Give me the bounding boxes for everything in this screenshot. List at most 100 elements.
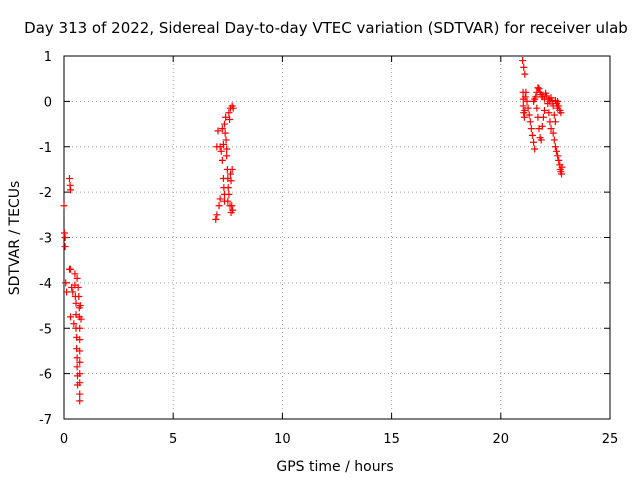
- data-point: [540, 106, 548, 114]
- data-point: [75, 292, 83, 300]
- data-point: [520, 113, 528, 121]
- grid-lines: [64, 56, 610, 419]
- data-point: [530, 138, 538, 146]
- data-point: [522, 88, 530, 96]
- data-point: [551, 143, 559, 151]
- data-point: [552, 147, 560, 155]
- data-point: [217, 147, 225, 155]
- data-point: [537, 136, 545, 144]
- data-point: [67, 313, 75, 321]
- x-tick-label: 20: [493, 432, 510, 447]
- data-point: [229, 104, 237, 112]
- data-point: [535, 85, 543, 93]
- data-point: [76, 390, 84, 398]
- y-tick-label: 1: [44, 50, 52, 65]
- x-tick-label: 5: [169, 432, 177, 447]
- data-point: [218, 125, 226, 133]
- data-point: [60, 202, 68, 210]
- data-point: [62, 279, 70, 287]
- data-point: [212, 215, 220, 223]
- data-point: [223, 152, 231, 160]
- data-point: [77, 315, 85, 323]
- data-point: [76, 397, 84, 405]
- x-tick-label: 15: [383, 432, 400, 447]
- data-point: [549, 129, 557, 137]
- data-point: [76, 336, 84, 344]
- data-point: [216, 195, 224, 203]
- chart-title: Day 313 of 2022, Sidereal Day-to-day VTE…: [24, 19, 628, 37]
- data-point: [76, 379, 84, 387]
- y-tick-label: -1: [39, 141, 52, 156]
- data-point: [63, 288, 71, 296]
- data-point: [547, 125, 555, 133]
- data-point: [72, 299, 80, 307]
- data-point: [227, 177, 235, 185]
- data-point: [527, 125, 535, 133]
- data-point: [221, 120, 229, 128]
- x-tick-label: 10: [274, 432, 291, 447]
- data-point: [69, 288, 77, 296]
- y-tick-label: -3: [39, 232, 52, 247]
- data-point: [219, 140, 227, 148]
- data-point: [532, 93, 540, 101]
- data-point: [533, 104, 541, 112]
- data-point: [223, 145, 231, 153]
- data-point: [555, 156, 563, 164]
- data-point: [550, 111, 558, 119]
- y-tick-label: -4: [39, 277, 52, 292]
- data-point: [222, 136, 230, 144]
- data-point: [76, 324, 84, 332]
- data-point: [523, 97, 531, 105]
- data-point: [215, 202, 223, 210]
- y-tick-label: -5: [39, 322, 52, 337]
- data-point: [60, 229, 68, 237]
- x-axis-label: GPS time / hours: [276, 459, 393, 475]
- data-point: [545, 109, 553, 117]
- data-point: [558, 163, 566, 171]
- data-point: [67, 186, 75, 194]
- y-tick-label: -7: [39, 413, 52, 428]
- data-points: [60, 57, 566, 405]
- data-point: [76, 302, 84, 310]
- data-point: [519, 57, 527, 65]
- data-point: [531, 145, 539, 153]
- data-point: [224, 197, 232, 205]
- data-point: [558, 170, 566, 178]
- data-point: [226, 170, 234, 178]
- data-point: [525, 111, 533, 119]
- data-point: [554, 152, 562, 160]
- data-point: [224, 184, 232, 192]
- data-point: [225, 190, 233, 198]
- data-point: [539, 113, 547, 121]
- data-point: [76, 358, 84, 366]
- data-point: [70, 320, 78, 328]
- data-point: [225, 109, 233, 117]
- data-point: [526, 118, 534, 126]
- data-point: [521, 70, 529, 78]
- data-point: [547, 94, 555, 102]
- data-point: [61, 243, 69, 251]
- data-point: [519, 102, 527, 110]
- data-point: [228, 202, 236, 210]
- data-point: [555, 102, 563, 110]
- data-point: [222, 113, 230, 121]
- y-tick-label: -2: [39, 186, 52, 201]
- data-point: [71, 270, 79, 278]
- data-point: [554, 97, 562, 105]
- data-point: [557, 109, 565, 117]
- data-point: [538, 122, 546, 130]
- data-point: [550, 136, 558, 144]
- data-point: [229, 206, 237, 214]
- data-point: [213, 211, 221, 219]
- data-point: [76, 347, 84, 355]
- y-axis-label: SDTVAR / TECUs: [7, 181, 23, 296]
- x-tick-label: 25: [602, 432, 619, 447]
- data-point: [520, 63, 528, 71]
- data-point: [524, 104, 532, 112]
- x-tick-label: 0: [60, 432, 68, 447]
- data-point: [226, 116, 234, 124]
- data-point: [73, 363, 81, 371]
- data-point: [551, 118, 559, 126]
